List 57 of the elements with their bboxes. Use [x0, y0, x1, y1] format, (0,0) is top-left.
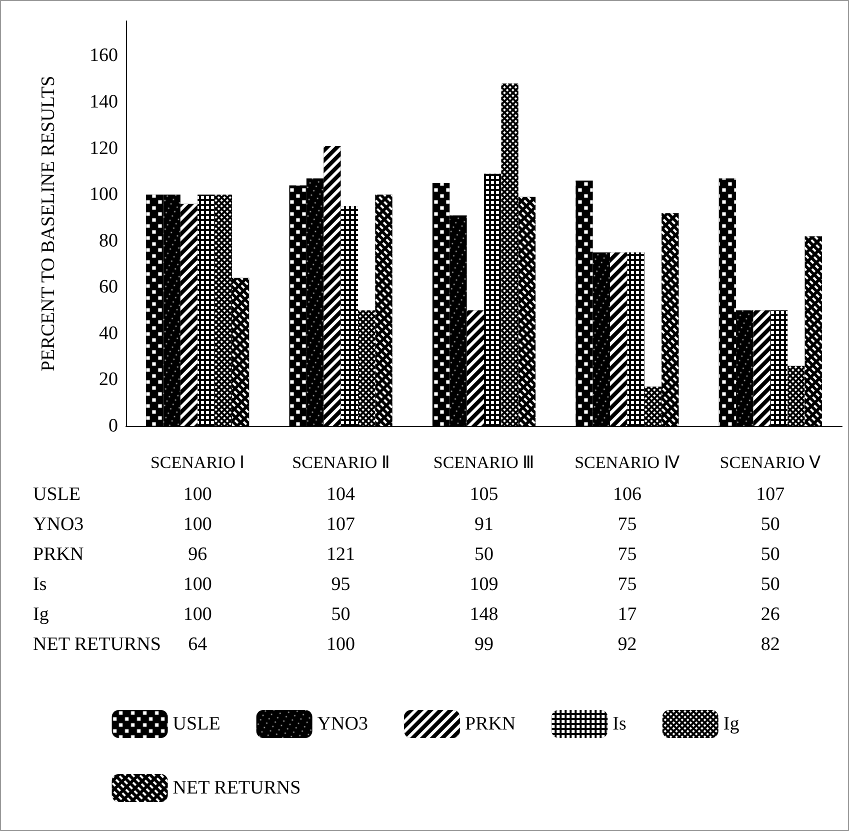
legend-label: USLE	[172, 714, 220, 734]
text: USLE	[33, 484, 80, 505]
data-label: 100	[183, 604, 212, 626]
y-tick-label: 100	[90, 184, 118, 206]
x-tick-label: SCENARIO Ⅱ	[292, 453, 390, 472]
data-label: 107	[326, 514, 356, 536]
x-tick-label: SCENARIO Ⅳ	[574, 453, 680, 472]
data-label: 95	[331, 574, 350, 596]
data-label: 100	[183, 484, 212, 506]
data-label: 17	[618, 604, 637, 626]
data-label: 75	[618, 514, 637, 536]
y-tick-label: 120	[90, 138, 118, 159]
data-label: 26	[760, 604, 780, 626]
data-label: 50	[760, 574, 780, 596]
data-label: 82	[760, 634, 780, 656]
text: PRKN	[33, 544, 84, 565]
data-label: 75	[618, 544, 637, 566]
data-label: 100	[183, 574, 212, 596]
data-label: 106	[612, 484, 642, 506]
data-label: 105	[470, 484, 498, 506]
data-label: 100	[326, 634, 356, 656]
data-label: 50	[331, 604, 350, 626]
legend-label: NET RETURNS	[172, 778, 301, 798]
x-tick-label: SCENARIO Ⅲ	[433, 453, 535, 472]
data-label: 75	[618, 574, 637, 596]
y-axis-title: PERCENT TO BASELINE RESULTS	[38, 76, 59, 372]
data-label: 96	[188, 544, 208, 566]
y-tick-label: 20	[99, 369, 118, 390]
y-tick-label: 160	[90, 45, 118, 66]
data-label: 148	[470, 604, 498, 626]
text: YNO3	[33, 514, 84, 535]
data-label: 100	[183, 514, 212, 536]
text: Is	[33, 574, 47, 595]
data-label: 92	[618, 634, 637, 656]
y-tick-label: 80	[99, 230, 118, 252]
x-tick-label: SCENARIO Ⅰ	[150, 453, 245, 472]
data-label: 50	[474, 544, 494, 566]
data-label: 91	[474, 514, 494, 536]
data-label: 50	[760, 544, 780, 566]
y-tick-label: 140	[90, 92, 118, 112]
legend-label: Ig	[723, 714, 740, 734]
legend-label: Is	[612, 714, 626, 734]
data-label: 64	[188, 634, 208, 656]
data-label: 50	[760, 514, 780, 536]
text: NET RETURNS	[33, 634, 161, 655]
data-label: 121	[326, 544, 356, 566]
data-label: 104	[326, 484, 356, 506]
y-tick-label: 0	[108, 416, 118, 436]
data-label: 107	[756, 484, 785, 506]
data-label: 109	[470, 574, 498, 596]
y-tick-label: 40	[99, 322, 118, 344]
legend-label: PRKN	[464, 714, 516, 734]
data-label: 99	[474, 634, 494, 656]
x-tick-label: SCENARIO Ⅴ	[720, 453, 822, 472]
y-tick-label: 60	[99, 276, 118, 298]
text: Ig	[33, 604, 49, 625]
legend-label: YNO3	[317, 714, 368, 734]
